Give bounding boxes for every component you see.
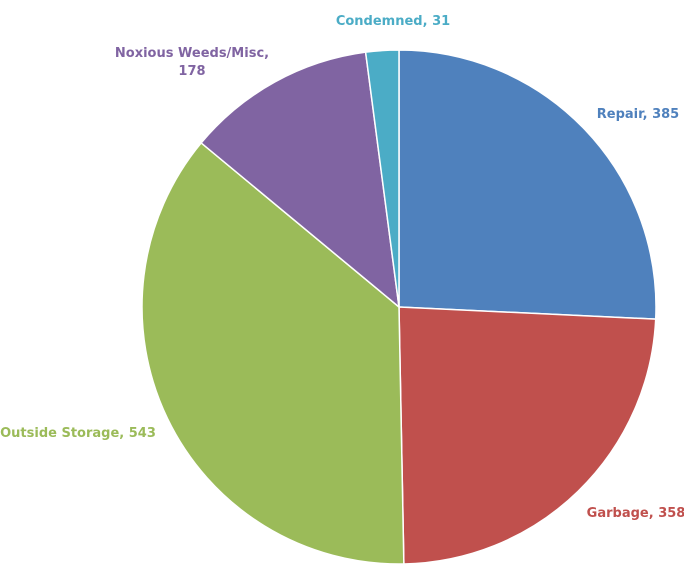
pie-slice-repair <box>398 49 657 320</box>
data-label-repair: Repair, 385 <box>597 107 679 122</box>
pie-slice-noxious-weeds-misc <box>200 51 400 309</box>
pie-data-labels: Repair, 385 Garbage, 358 Outside Storage, … <box>0 14 684 521</box>
pie-slice-condemned <box>364 49 400 308</box>
pie-slice-outside-storage <box>141 141 405 565</box>
data-label-condemned: Condemned, 31 <box>336 14 450 29</box>
data-label-outside-storage: Outside Storage, 543 <box>0 426 156 441</box>
data-label-garbage: Garbage, 358 <box>587 506 684 521</box>
pie-slices <box>141 49 657 565</box>
data-label-noxious-weeds-misc: Noxious Weeds/Misc, 178 <box>115 46 269 79</box>
pie-slice-garbage <box>398 306 657 565</box>
